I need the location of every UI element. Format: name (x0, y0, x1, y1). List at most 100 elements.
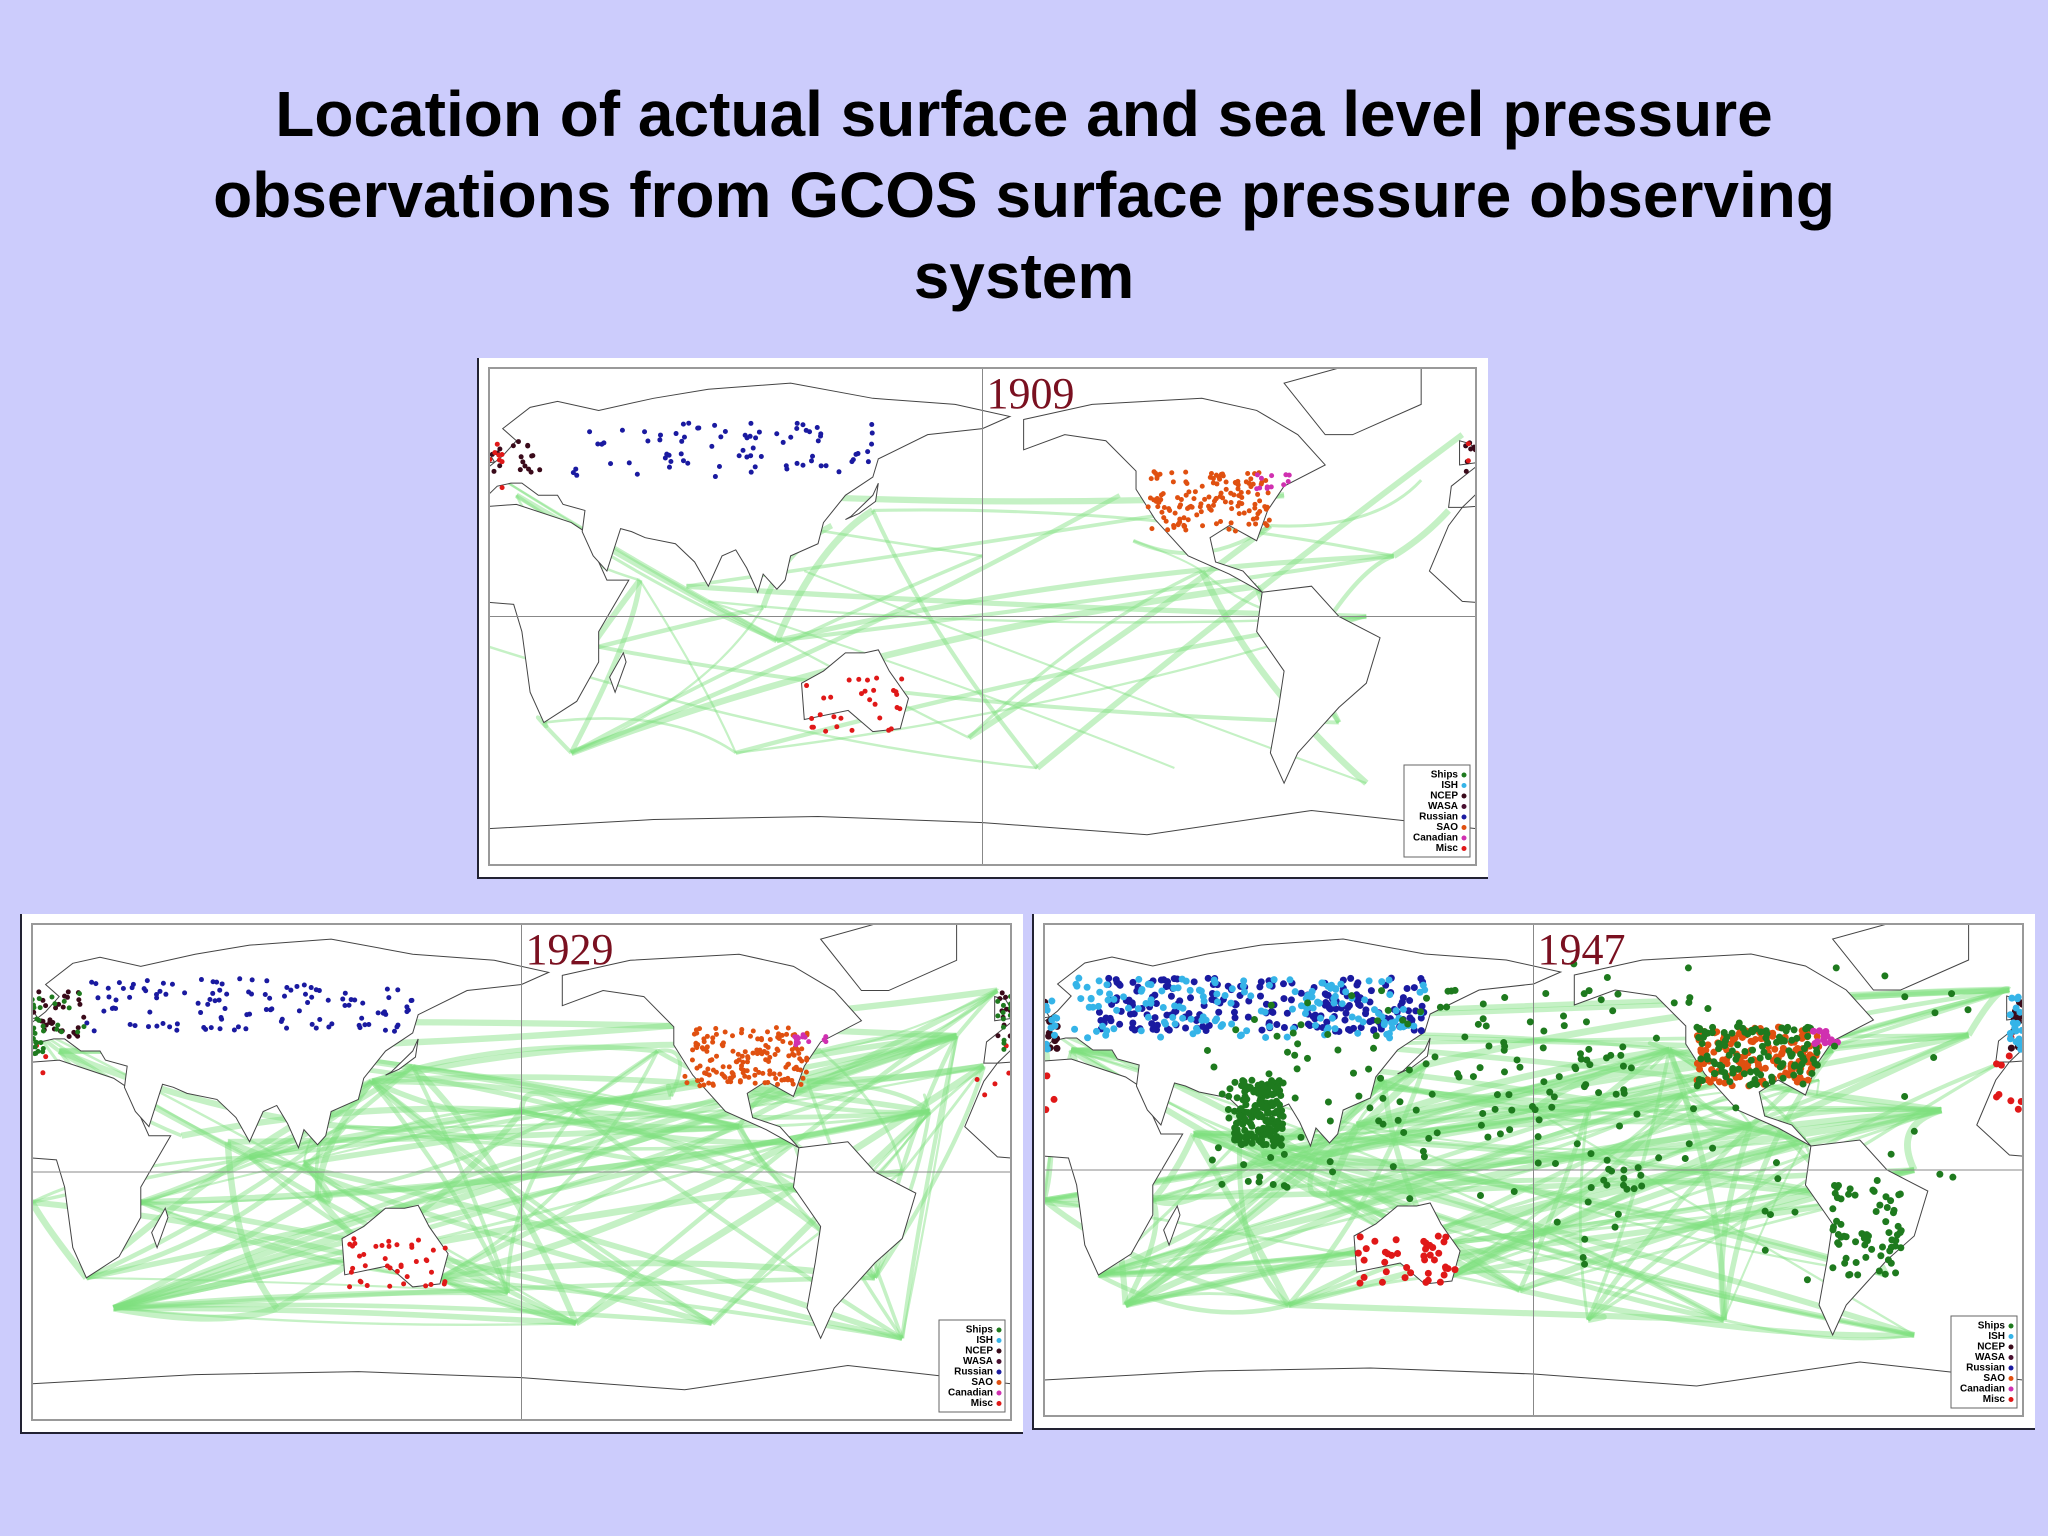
station-dot (32, 1044, 38, 1050)
landmass (151, 1207, 169, 1250)
station-dot (1105, 974, 1113, 982)
station-dot (1362, 1010, 1370, 1018)
station-dot (1861, 1241, 1869, 1249)
station-dot (1732, 1104, 1740, 1112)
station-dot (1614, 1210, 1622, 1218)
station-dot (1424, 1269, 1432, 1277)
station-dot (730, 1033, 736, 1039)
station-dot (1443, 1003, 1451, 1011)
station-dot (1463, 468, 1469, 474)
station-dot (525, 443, 531, 449)
station-dot (1360, 1256, 1368, 1264)
ship-track (535, 715, 573, 755)
station-dot (1051, 1022, 1059, 1030)
station-dot (1179, 1014, 1187, 1022)
ship-track (112, 1032, 958, 1312)
station-dot (366, 1021, 372, 1027)
ship-track (226, 1139, 903, 1341)
station-dot (1348, 1013, 1356, 1021)
station-dot (517, 467, 523, 473)
station-dot (61, 998, 67, 1004)
station-dot (1265, 490, 1271, 496)
ship-track (1533, 1108, 1806, 1142)
station-dot (834, 724, 840, 730)
station-dot (869, 441, 875, 447)
station-dot (1000, 1024, 1006, 1030)
station-dot (1137, 1027, 1145, 1035)
station-dot (662, 455, 668, 461)
station-dot (1183, 479, 1189, 485)
station-dot (752, 464, 758, 470)
station-dot (1258, 1087, 1266, 1095)
ship-track (1123, 1062, 1428, 1308)
station-dot (1311, 1021, 1319, 1029)
station-dot (394, 1242, 400, 1248)
station-dot (1752, 1025, 1760, 1033)
station-dot (95, 995, 101, 1001)
landmass (521, 1365, 1011, 1420)
station-dot (1422, 1239, 1430, 1247)
station-dot (1526, 1018, 1534, 1026)
station-dot (1834, 1181, 1842, 1189)
station-dot (1083, 983, 1091, 991)
ship-track (1355, 1031, 1969, 1129)
ship-track (570, 606, 765, 754)
station-dot (279, 1016, 285, 1022)
station-dot (1075, 974, 1083, 982)
station-dot (1273, 1118, 1281, 1126)
ship-track (1238, 1137, 1915, 1338)
station-dot (1169, 470, 1175, 476)
station-dot (361, 1251, 367, 1257)
station-dot (710, 1082, 716, 1088)
station-dot (1637, 1171, 1645, 1179)
ship-track (776, 553, 1395, 643)
station-dot (1876, 1201, 1884, 1209)
station-dot (1993, 1060, 2001, 1068)
station-dot (1268, 484, 1274, 490)
station-dot (1258, 1026, 1266, 1034)
ship-track (1098, 1167, 1915, 1278)
landmass (1831, 924, 1970, 991)
station-dot (679, 438, 685, 444)
station-dot (1194, 1027, 1202, 1035)
station-dot (1226, 526, 1232, 532)
station-dot (1603, 973, 1611, 981)
station-dot (645, 438, 651, 444)
station-dot (1255, 1178, 1263, 1186)
station-dot (1377, 1074, 1385, 1082)
station-dot (1372, 1032, 1380, 1040)
ship-track (344, 1124, 849, 1205)
ship-track (1124, 1107, 1942, 1308)
ship-track (1381, 1062, 1426, 1085)
station-dot (1419, 981, 1427, 989)
station-dot (1728, 1029, 1736, 1037)
ship-track (139, 1063, 415, 1205)
landmass (1283, 368, 1422, 436)
station-dot (1698, 1040, 1706, 1048)
station-dot (1616, 1122, 1624, 1130)
station-dot (1381, 1258, 1389, 1266)
station-dot (1148, 476, 1154, 482)
station-dot (1346, 1026, 1354, 1034)
ship-track (1682, 1093, 1806, 1143)
station-dot (1208, 996, 1216, 1004)
station-dot (756, 1069, 762, 1075)
station-dot (710, 1035, 716, 1041)
station-dot (1174, 984, 1182, 992)
legend-label: NCEP (965, 1346, 993, 1357)
station-dot (1779, 1074, 1787, 1082)
station-dot (982, 1092, 988, 1098)
station-dot (694, 1065, 700, 1071)
legend-label: Ships (966, 1325, 994, 1336)
station-dot (720, 1064, 726, 1070)
landmass (561, 953, 863, 1149)
station-dot (1734, 1041, 1742, 1049)
station-dot (1890, 1206, 1898, 1214)
station-dot (1093, 1027, 1101, 1035)
station-dot (1854, 1271, 1862, 1279)
ship-track (1451, 1270, 1725, 1322)
landmass (1256, 585, 1381, 785)
ship-track (180, 1105, 522, 1139)
station-dot (702, 1070, 708, 1076)
station-dot (210, 990, 216, 996)
